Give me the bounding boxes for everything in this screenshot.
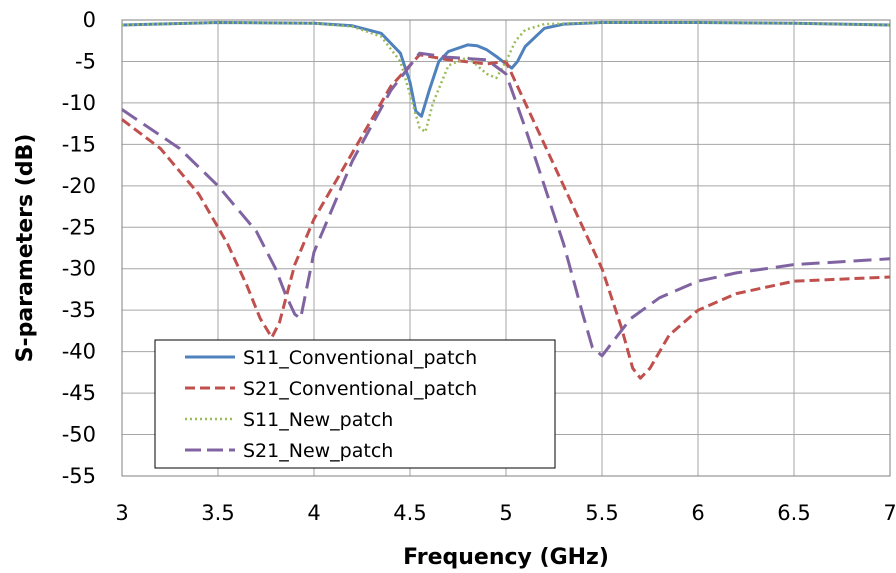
x-tick-label: 5 bbox=[499, 501, 512, 525]
y-tick-label: -15 bbox=[62, 132, 96, 156]
legend-label: S21_New_patch bbox=[243, 440, 393, 462]
y-axis-title: S-parameters (dB) bbox=[13, 134, 38, 363]
y-tick-label: -5 bbox=[75, 49, 96, 73]
x-tick-label: 6.5 bbox=[777, 501, 810, 525]
y-tick-label: -30 bbox=[62, 257, 96, 281]
legend: S11_Conventional_patch S21_Conventional_p… bbox=[154, 339, 556, 469]
x-axis-title: Frequency (GHz) bbox=[403, 545, 609, 570]
x-axis-ticks: 3 3.5 4 4.5 5 5.5 6 6.5 7 bbox=[115, 501, 896, 525]
x-tick-label: 5.5 bbox=[585, 501, 618, 525]
y-tick-label: -40 bbox=[62, 340, 96, 364]
y-tick-label: -25 bbox=[62, 215, 96, 239]
plot-area-frame bbox=[121, 19, 891, 477]
x-tick-label: 6 bbox=[691, 501, 704, 525]
legend-label: S11_Conventional_patch bbox=[243, 347, 477, 369]
x-tick-label: 3.5 bbox=[201, 501, 234, 525]
y-tick-label: -10 bbox=[62, 91, 96, 115]
y-tick-label: -45 bbox=[62, 381, 96, 405]
series-line-s11-new-patch bbox=[121, 21, 891, 134]
legend-label: S21_Conventional_patch bbox=[243, 378, 477, 400]
x-tick-label: 4.5 bbox=[393, 501, 426, 525]
x-tick-label: 7 bbox=[883, 501, 896, 525]
y-axis-ticks: 0 -5 -10 -15 -20 -25 -30 -35 -40 -45 -50 -55 bbox=[62, 8, 96, 488]
series-line-s11-conventional-patch bbox=[121, 21, 891, 118]
y-tick-label: -20 bbox=[62, 174, 96, 198]
series-layer bbox=[121, 21, 891, 380]
series-line-s21-conventional-patch bbox=[121, 53, 891, 380]
x-tick-label: 4 bbox=[307, 501, 320, 525]
x-tick-label: 3 bbox=[115, 501, 128, 525]
y-tick-label: 0 bbox=[83, 8, 96, 32]
y-tick-label: -35 bbox=[62, 298, 96, 322]
y-tick-label: -55 bbox=[62, 464, 96, 488]
legend-box bbox=[154, 339, 556, 469]
y-tick-label: -50 bbox=[62, 423, 96, 447]
legend-label: S11_New_patch bbox=[243, 409, 393, 431]
